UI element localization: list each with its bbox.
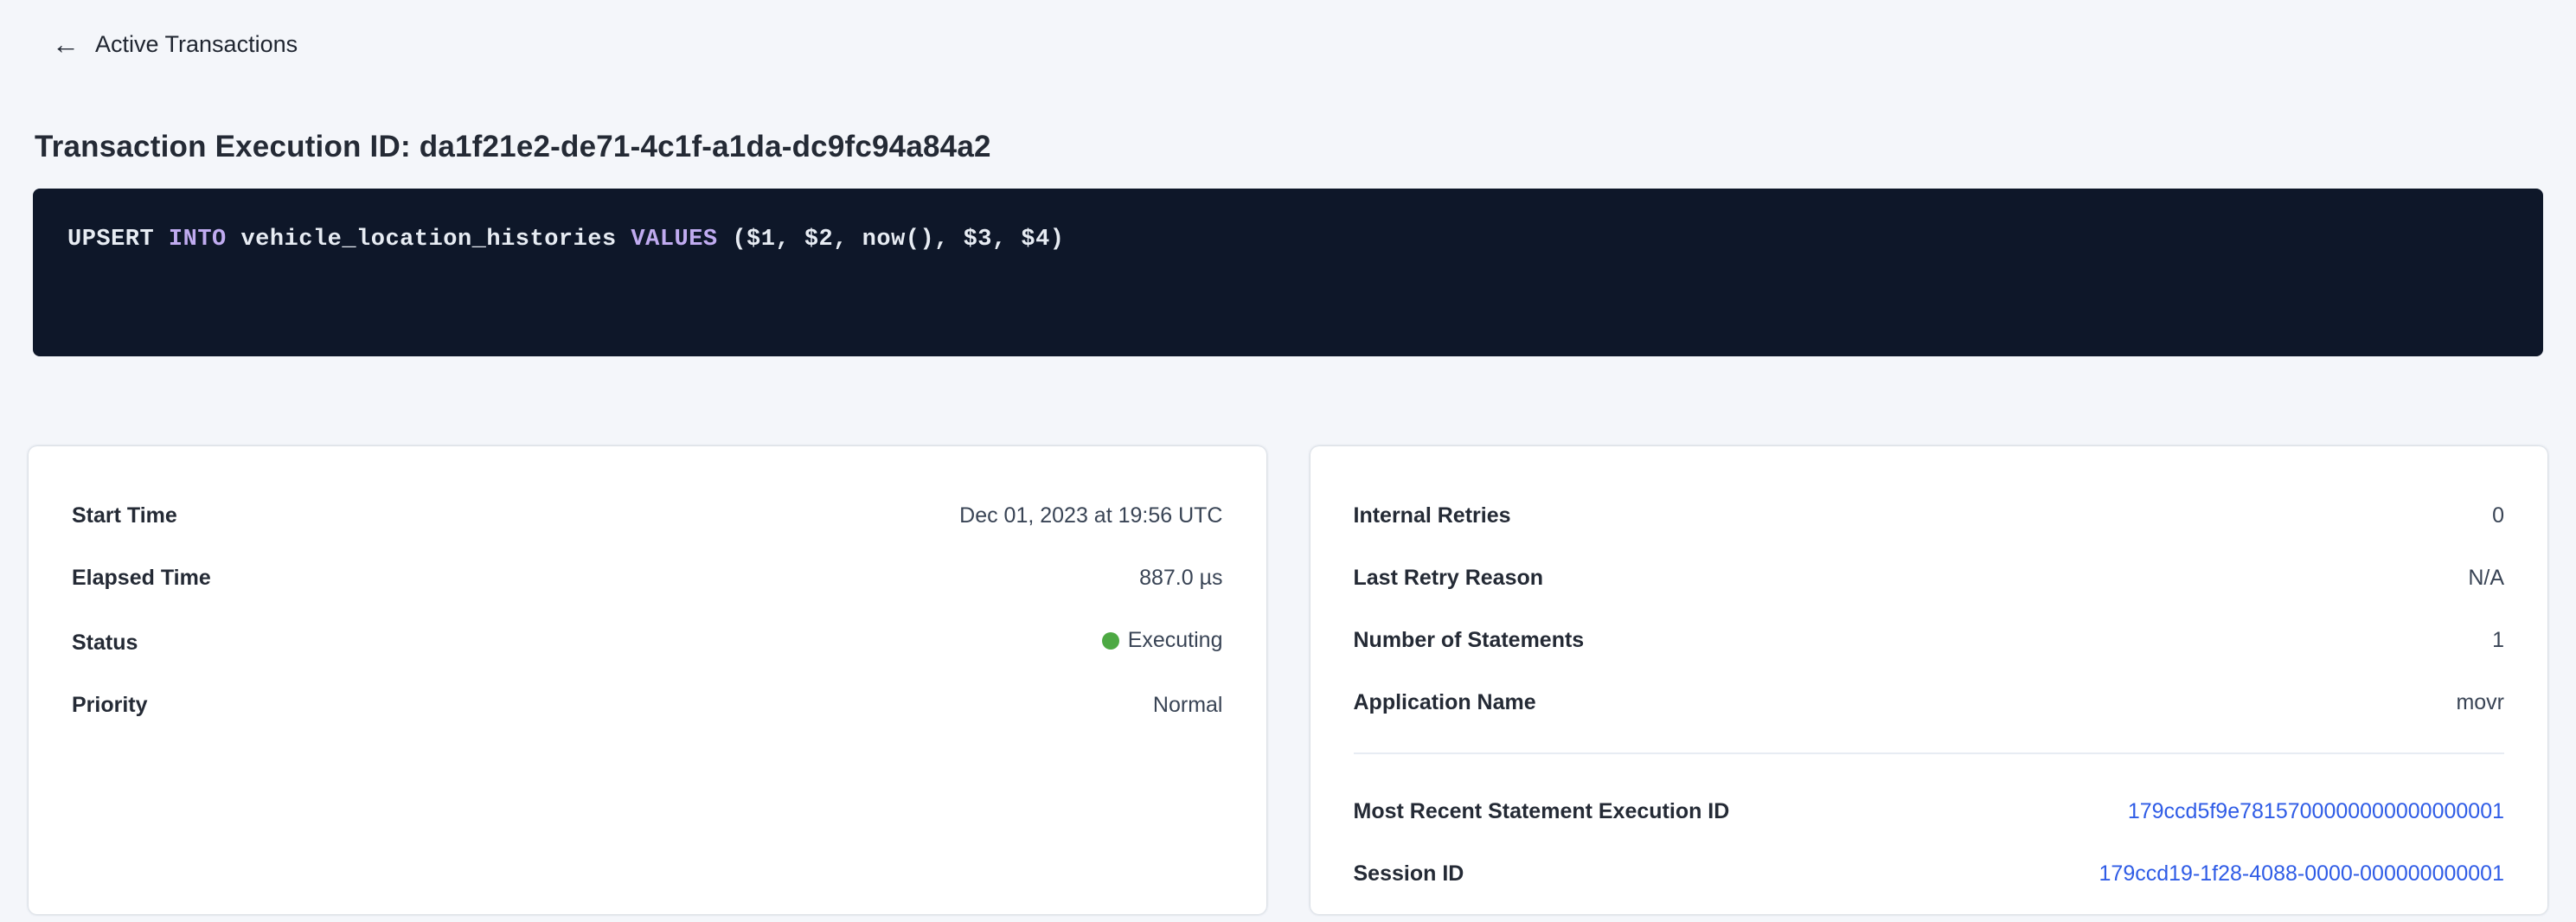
internal-retries-value: 0: [2492, 503, 2504, 528]
session-id-row: Session ID 179ccd19-1f28-4088-0000-00000…: [1354, 861, 2505, 887]
elapsed-time-label: Elapsed Time: [72, 566, 211, 590]
status-executing-dot-icon: [1101, 631, 1119, 650]
internal-retries-row: Internal Retries 0: [1354, 503, 2505, 528]
last-retry-reason-value: N/A: [2468, 566, 2504, 590]
card-divider: [1353, 752, 2504, 754]
most-recent-statement-execution-id-link[interactable]: 179ccd5f9e7815700000000000000001: [2127, 799, 2504, 823]
application-name-value: movr: [2456, 690, 2504, 714]
status-value: Executing: [1101, 628, 1223, 653]
most-recent-statement-execution-id-row: Most Recent Statement Execution ID 179cc…: [1354, 799, 2505, 824]
number-of-statements-row: Number of Statements 1: [1354, 628, 2505, 653]
session-id-link[interactable]: 179ccd19-1f28-4088-0000-000000000001: [2099, 861, 2504, 886]
status-text: Executing: [1127, 628, 1223, 652]
most-recent-statement-execution-id-label: Most Recent Statement Execution ID: [1353, 799, 1730, 823]
back-to-active-transactions-link[interactable]: ← Active Transactions: [0, 0, 2576, 60]
start-time-label: Start Time: [72, 503, 177, 528]
start-time-row: Start Time Dec 01, 2023 at 19:56 UTC: [72, 503, 1223, 528]
internal-retries-label: Internal Retries: [1353, 503, 1511, 528]
status-label: Status: [72, 630, 138, 655]
application-name-row: Application Name movr: [1354, 690, 2505, 715]
elapsed-time-value: 887.0 µs: [1139, 566, 1223, 590]
priority-value: Normal: [1152, 692, 1223, 717]
sql-token: ($1, $2, now(), $3, $4): [732, 227, 1065, 253]
number-of-statements-label: Number of Statements: [1353, 628, 1585, 652]
priority-label: Priority: [72, 692, 148, 717]
page-title: Transaction Execution ID: da1f21e2-de71-…: [35, 130, 991, 163]
arrow-left-icon: ←: [52, 29, 80, 60]
sql-statement-box: UPSERT INTO vehicle_location_histories V…: [33, 189, 2543, 356]
sql-keyword-token: VALUES: [631, 227, 733, 253]
last-retry-reason-row: Last Retry Reason N/A: [1354, 566, 2505, 591]
session-id-label: Session ID: [1353, 861, 1464, 886]
application-name-label: Application Name: [1353, 690, 1536, 714]
last-retry-reason-label: Last Retry Reason: [1353, 566, 1544, 590]
number-of-statements-value: 1: [2492, 628, 2504, 652]
transaction-overview-card: Start Time Dec 01, 2023 at 19:56 UTC Ela…: [29, 446, 1266, 914]
transaction-details-card: Internal Retries 0 Last Retry Reason N/A…: [1310, 446, 2547, 914]
sql-token: UPSERT: [67, 227, 169, 253]
status-row: Status Executing: [72, 628, 1223, 656]
elapsed-time-row: Elapsed Time 887.0 µs: [72, 566, 1223, 591]
priority-row: Priority Normal: [72, 693, 1223, 718]
back-link-label: Active Transactions: [95, 30, 298, 57]
sql-keyword-token: INTO: [168, 227, 241, 253]
sql-token: vehicle_location_histories: [240, 227, 631, 253]
start-time-value: Dec 01, 2023 at 19:56 UTC: [959, 503, 1223, 528]
summary-cards-row: Start Time Dec 01, 2023 at 19:56 UTC Ela…: [29, 446, 2547, 914]
